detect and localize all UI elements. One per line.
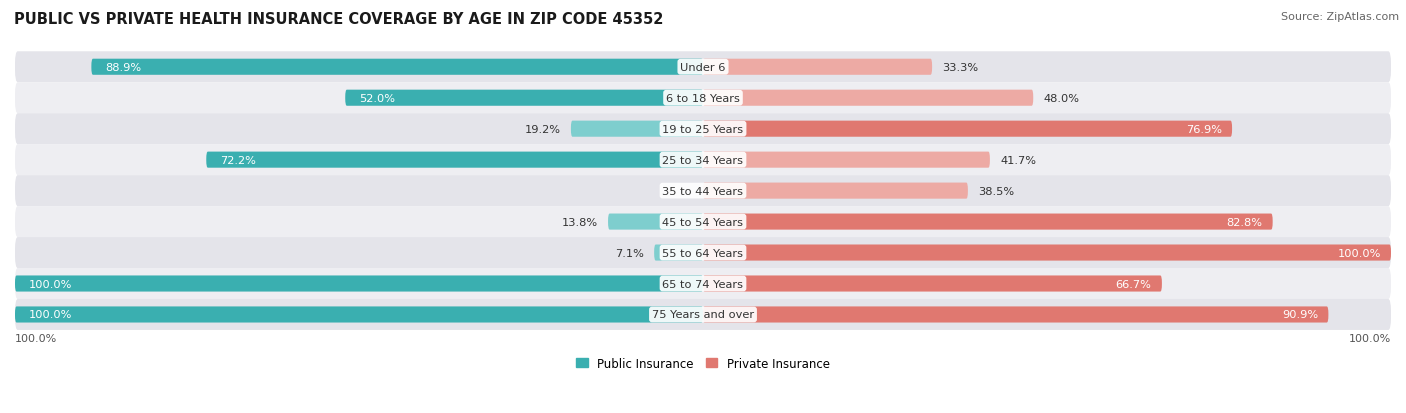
FancyBboxPatch shape [15, 206, 1391, 237]
FancyBboxPatch shape [15, 237, 1391, 268]
FancyBboxPatch shape [607, 214, 703, 230]
Text: 19.2%: 19.2% [524, 124, 561, 134]
FancyBboxPatch shape [15, 114, 1391, 145]
Text: 19 to 25 Years: 19 to 25 Years [662, 124, 744, 134]
Text: 6 to 18 Years: 6 to 18 Years [666, 93, 740, 104]
Text: 7.1%: 7.1% [614, 248, 644, 258]
Text: 72.2%: 72.2% [219, 155, 256, 165]
Text: 55 to 64 Years: 55 to 64 Years [662, 248, 744, 258]
Text: PUBLIC VS PRIVATE HEALTH INSURANCE COVERAGE BY AGE IN ZIP CODE 45352: PUBLIC VS PRIVATE HEALTH INSURANCE COVER… [14, 12, 664, 27]
Text: 25 to 34 Years: 25 to 34 Years [662, 155, 744, 165]
FancyBboxPatch shape [571, 121, 703, 138]
FancyBboxPatch shape [15, 176, 1391, 206]
Text: 100.0%: 100.0% [28, 310, 72, 320]
FancyBboxPatch shape [207, 152, 703, 168]
Text: 66.7%: 66.7% [1116, 279, 1152, 289]
Text: 75 Years and over: 75 Years and over [652, 310, 754, 320]
Text: 13.8%: 13.8% [561, 217, 598, 227]
Text: Source: ZipAtlas.com: Source: ZipAtlas.com [1281, 12, 1399, 22]
FancyBboxPatch shape [703, 90, 1033, 107]
FancyBboxPatch shape [15, 145, 1391, 176]
Text: 45 to 54 Years: 45 to 54 Years [662, 217, 744, 227]
Text: 35 to 44 Years: 35 to 44 Years [662, 186, 744, 196]
FancyBboxPatch shape [703, 121, 1232, 138]
Text: 90.9%: 90.9% [1282, 310, 1317, 320]
Text: 100.0%: 100.0% [15, 333, 58, 343]
FancyBboxPatch shape [703, 307, 1329, 323]
FancyBboxPatch shape [15, 83, 1391, 114]
FancyBboxPatch shape [703, 152, 990, 168]
Text: 52.0%: 52.0% [359, 93, 395, 104]
Text: 48.0%: 48.0% [1043, 93, 1080, 104]
Text: 33.3%: 33.3% [942, 63, 979, 73]
Text: Under 6: Under 6 [681, 63, 725, 73]
Text: 100.0%: 100.0% [28, 279, 72, 289]
FancyBboxPatch shape [703, 214, 1272, 230]
Text: 82.8%: 82.8% [1226, 217, 1263, 227]
Text: 65 to 74 Years: 65 to 74 Years [662, 279, 744, 289]
FancyBboxPatch shape [15, 307, 703, 323]
Text: 38.5%: 38.5% [979, 186, 1014, 196]
FancyBboxPatch shape [15, 52, 1391, 83]
Text: 76.9%: 76.9% [1185, 124, 1222, 134]
FancyBboxPatch shape [15, 276, 703, 292]
FancyBboxPatch shape [15, 299, 1391, 330]
FancyBboxPatch shape [91, 59, 703, 76]
FancyBboxPatch shape [703, 276, 1161, 292]
FancyBboxPatch shape [654, 245, 703, 261]
FancyBboxPatch shape [346, 90, 703, 107]
Text: 41.7%: 41.7% [1000, 155, 1036, 165]
Legend: Public Insurance, Private Insurance: Public Insurance, Private Insurance [571, 352, 835, 374]
Text: 100.0%: 100.0% [1337, 248, 1381, 258]
FancyBboxPatch shape [15, 268, 1391, 299]
FancyBboxPatch shape [703, 245, 1391, 261]
FancyBboxPatch shape [703, 59, 932, 76]
FancyBboxPatch shape [703, 183, 967, 199]
Text: 88.9%: 88.9% [105, 63, 141, 73]
Text: 100.0%: 100.0% [1348, 333, 1391, 343]
